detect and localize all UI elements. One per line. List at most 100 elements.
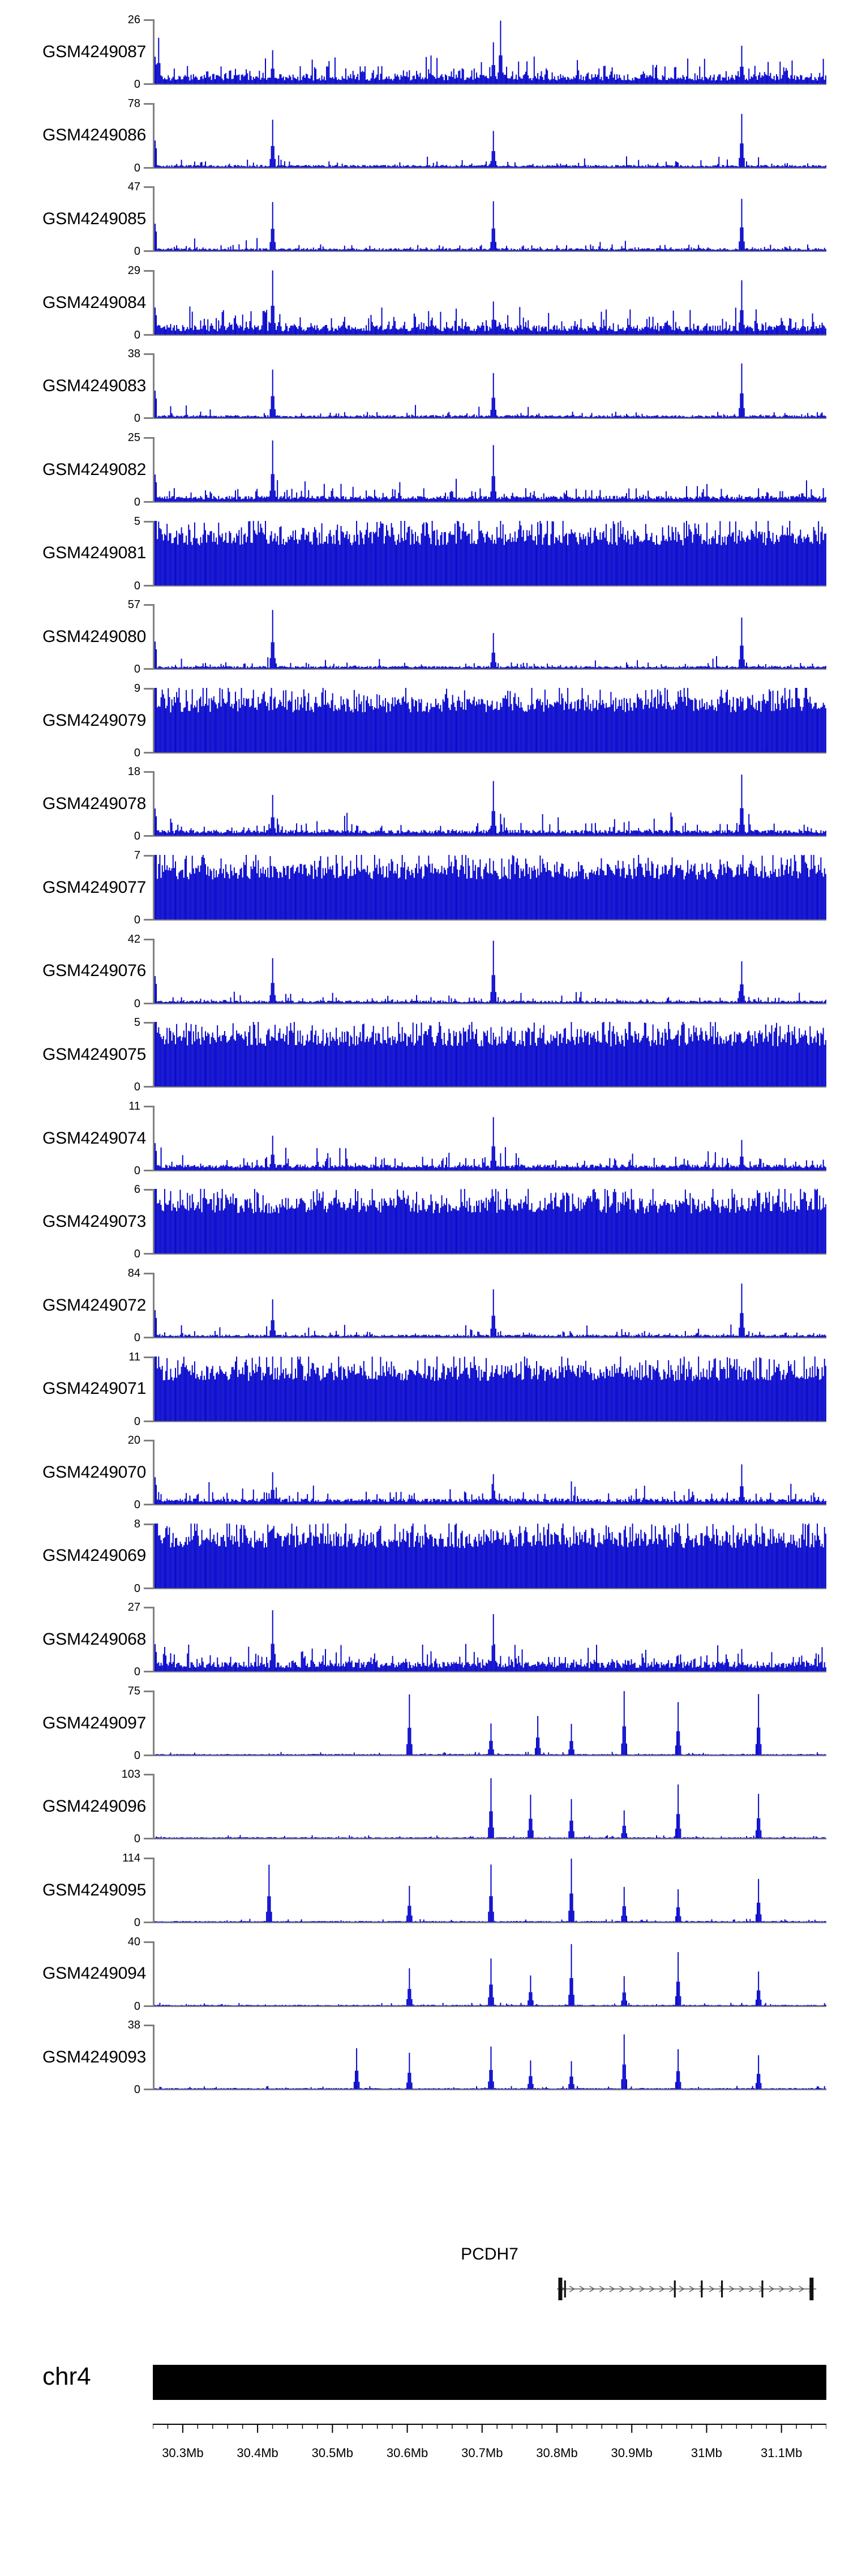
y-axis-tick-min bbox=[144, 1671, 155, 1673]
coverage-signal bbox=[155, 687, 826, 752]
y-axis-min-label: 0 bbox=[134, 1582, 140, 1595]
coverage-track-row: GSM4249085 47 0 bbox=[0, 177, 849, 261]
track-baseline bbox=[153, 1337, 826, 1338]
track-baseline bbox=[153, 334, 826, 336]
track-plot-area: 78 0 bbox=[128, 98, 826, 174]
y-axis-tick-min bbox=[144, 1086, 155, 1088]
y-axis-line bbox=[153, 1105, 155, 1171]
y-axis-tick-max bbox=[144, 1774, 155, 1776]
y-axis-max-label: 57 bbox=[127, 598, 140, 611]
y-axis-tick-min bbox=[144, 1002, 155, 1004]
y-axis-min-label: 0 bbox=[134, 1833, 140, 1846]
y-axis-max-label: 7 bbox=[134, 849, 140, 862]
coord-tick-label: 30.9Mb bbox=[611, 2446, 653, 2460]
coverage-signal bbox=[155, 1356, 826, 1421]
y-axis-tick-max bbox=[144, 771, 155, 773]
y-axis-line bbox=[153, 1523, 155, 1589]
track-sample-label: GSM4249083 bbox=[42, 376, 147, 396]
y-axis-tick-max bbox=[144, 1356, 155, 1358]
y-axis-min-label: 0 bbox=[134, 1916, 140, 1929]
y-axis-tick-max bbox=[144, 1440, 155, 1442]
track-plot-area: 40 0 bbox=[128, 1936, 826, 2012]
y-axis-min-label: 0 bbox=[134, 663, 140, 676]
y-axis-tick-max bbox=[144, 604, 155, 606]
y-axis-line bbox=[153, 1356, 155, 1422]
coverage-signal bbox=[155, 1691, 826, 1755]
track-plot-area: 11 0 bbox=[128, 1101, 826, 1176]
y-axis-max-label: 40 bbox=[127, 1935, 140, 1948]
y-axis-max-label: 8 bbox=[134, 1517, 140, 1530]
coverage-signal bbox=[155, 19, 826, 84]
y-axis-tick-max bbox=[144, 1523, 155, 1525]
y-axis-tick-max bbox=[144, 102, 155, 105]
track-baseline bbox=[153, 1253, 826, 1255]
track-plot-area: 18 0 bbox=[128, 766, 826, 842]
coverage-signal bbox=[155, 1273, 826, 1337]
track-sample-label: GSM4249072 bbox=[42, 1295, 147, 1315]
y-axis-tick-min bbox=[144, 1169, 155, 1171]
coord-tick-label: 30.3Mb bbox=[162, 2446, 204, 2460]
y-axis-tick-max bbox=[144, 854, 155, 857]
y-axis-max-label: 18 bbox=[127, 765, 140, 778]
y-axis-min-label: 0 bbox=[134, 495, 140, 508]
y-axis-tick-max bbox=[144, 1189, 155, 1191]
track-plot-area: 27 0 bbox=[128, 1602, 826, 1678]
track-baseline bbox=[153, 1504, 826, 1506]
y-axis-tick-min bbox=[144, 1336, 155, 1338]
y-axis-tick-min bbox=[144, 1504, 155, 1506]
coverage-signal bbox=[155, 939, 826, 1003]
y-axis-line bbox=[153, 437, 155, 503]
track-sample-label: GSM4249078 bbox=[42, 794, 147, 814]
y-axis-max-label: 11 bbox=[128, 1350, 140, 1363]
coverage-tracks-container: GSM4249087 26 0 GSM4249086 78 0 GSM4249085 47 0 G… bbox=[0, 10, 849, 2099]
track-baseline bbox=[153, 251, 826, 253]
track-plot-area: 11 0 bbox=[128, 1351, 826, 1427]
track-baseline bbox=[153, 1922, 826, 1924]
track-plot-area: 84 0 bbox=[128, 1268, 826, 1343]
y-axis-tick-max bbox=[144, 1690, 155, 1692]
y-axis-tick-max bbox=[144, 2025, 155, 2027]
y-axis-tick-min bbox=[144, 1838, 155, 1840]
y-axis-line bbox=[153, 102, 155, 169]
coverage-track-row: GSM4249094 40 0 bbox=[0, 1932, 849, 2016]
track-baseline bbox=[153, 2089, 826, 2091]
track-baseline bbox=[153, 836, 826, 837]
y-axis-tick-max bbox=[144, 19, 155, 21]
coord-tick-label: 30.7Mb bbox=[461, 2446, 503, 2460]
coverage-track-row: GSM4249075 5 0 bbox=[0, 1013, 849, 1097]
y-axis-max-label: 42 bbox=[127, 932, 140, 945]
y-axis-max-label: 103 bbox=[121, 1768, 140, 1781]
y-axis-min-label: 0 bbox=[134, 78, 140, 91]
coverage-signal bbox=[155, 854, 826, 919]
y-axis-line bbox=[153, 604, 155, 670]
coverage-track-row: GSM4249086 78 0 bbox=[0, 94, 849, 178]
track-sample-label: GSM4249076 bbox=[42, 961, 147, 981]
y-axis-tick-max bbox=[144, 1941, 155, 1943]
y-axis-tick-min bbox=[144, 1587, 155, 1589]
y-axis-line bbox=[153, 938, 155, 1004]
track-sample-label: GSM4249085 bbox=[42, 209, 147, 228]
y-axis-min-label: 0 bbox=[134, 913, 140, 926]
coverage-signal bbox=[155, 270, 826, 335]
coverage-track-row: GSM4249083 38 0 bbox=[0, 344, 849, 428]
track-sample-label: GSM4249069 bbox=[42, 1546, 147, 1565]
y-axis-line bbox=[153, 854, 155, 921]
coord-tick-label: 30.4Mb bbox=[237, 2446, 278, 2460]
coverage-signal bbox=[155, 2025, 826, 2090]
y-axis-min-label: 0 bbox=[134, 1749, 140, 1762]
y-axis-tick-min bbox=[144, 83, 155, 85]
y-axis-max-label: 9 bbox=[134, 682, 140, 695]
track-sample-label: GSM4249068 bbox=[42, 1630, 147, 1649]
y-axis-min-label: 0 bbox=[134, 746, 140, 759]
y-axis-line bbox=[153, 520, 155, 587]
y-axis-line bbox=[153, 1189, 155, 1255]
y-axis-tick-min bbox=[144, 918, 155, 921]
coverage-track-row: GSM4249069 8 0 bbox=[0, 1514, 849, 1598]
y-axis-line bbox=[153, 1941, 155, 2007]
y-axis-max-label: 38 bbox=[127, 348, 140, 361]
y-axis-max-label: 26 bbox=[127, 14, 140, 26]
track-sample-label: GSM4249070 bbox=[42, 1462, 147, 1482]
y-axis-tick-max bbox=[144, 437, 155, 439]
